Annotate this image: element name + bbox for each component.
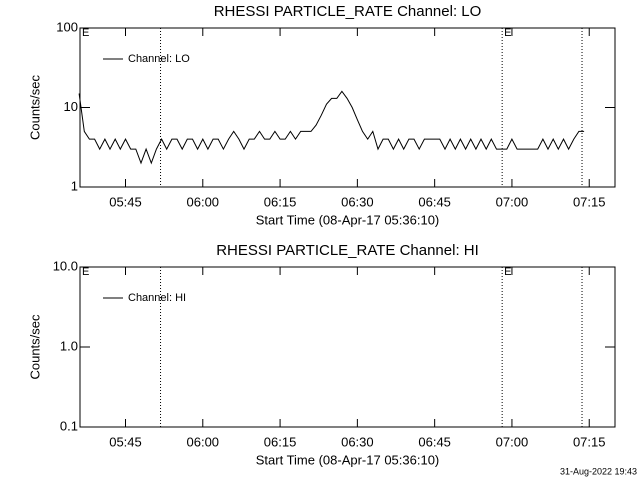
y-tick-label: 0.1 bbox=[60, 418, 78, 433]
x-tick-label: 07:00 bbox=[496, 434, 529, 449]
event-label: E bbox=[82, 27, 89, 39]
chart-title: RHESSI PARTICLE_RATE Channel: LO bbox=[214, 3, 482, 20]
y-tick-label: 1.0 bbox=[60, 338, 78, 353]
x-axis-label: Start Time (08-Apr-17 05:36:10) bbox=[256, 452, 440, 467]
y-tick-label: 10 bbox=[64, 99, 78, 114]
event-label: E bbox=[82, 266, 89, 278]
x-tick-label: 05:45 bbox=[109, 434, 142, 449]
footer-date: 31-Aug-2022 19:43 bbox=[560, 466, 637, 476]
x-tick-label: 06:15 bbox=[264, 434, 297, 449]
x-tick-label: 06:30 bbox=[341, 434, 374, 449]
x-tick-label: 06:45 bbox=[418, 194, 451, 209]
x-tick-label: 07:15 bbox=[573, 194, 606, 209]
x-tick-label: 07:00 bbox=[496, 194, 529, 209]
x-tick-label: 06:00 bbox=[187, 434, 220, 449]
chart-title: RHESSI PARTICLE_RATE Channel: HI bbox=[216, 242, 479, 259]
x-tick-label: 06:45 bbox=[418, 434, 451, 449]
x-tick-label: 06:30 bbox=[341, 194, 374, 209]
y-axis-label: Counts/sec bbox=[27, 74, 42, 140]
x-tick-label: 06:00 bbox=[187, 194, 220, 209]
x-axis-label: Start Time (08-Apr-17 05:36:10) bbox=[256, 212, 440, 227]
legend-label: Channel: LO bbox=[128, 53, 190, 65]
data-line bbox=[78, 90, 585, 165]
x-tick-label: 05:45 bbox=[109, 194, 142, 209]
y-tick-label: 1 bbox=[71, 178, 78, 193]
y-tick-label: 100 bbox=[56, 19, 78, 34]
x-tick-label: 06:15 bbox=[264, 194, 297, 209]
y-tick-label: 10.0 bbox=[53, 258, 78, 273]
event-label: E bbox=[504, 266, 511, 278]
y-axis-label: Counts/sec bbox=[27, 314, 42, 380]
x-tick-label: 07:15 bbox=[573, 434, 606, 449]
legend-label: Channel: HI bbox=[128, 292, 186, 304]
event-label: E bbox=[504, 27, 511, 39]
